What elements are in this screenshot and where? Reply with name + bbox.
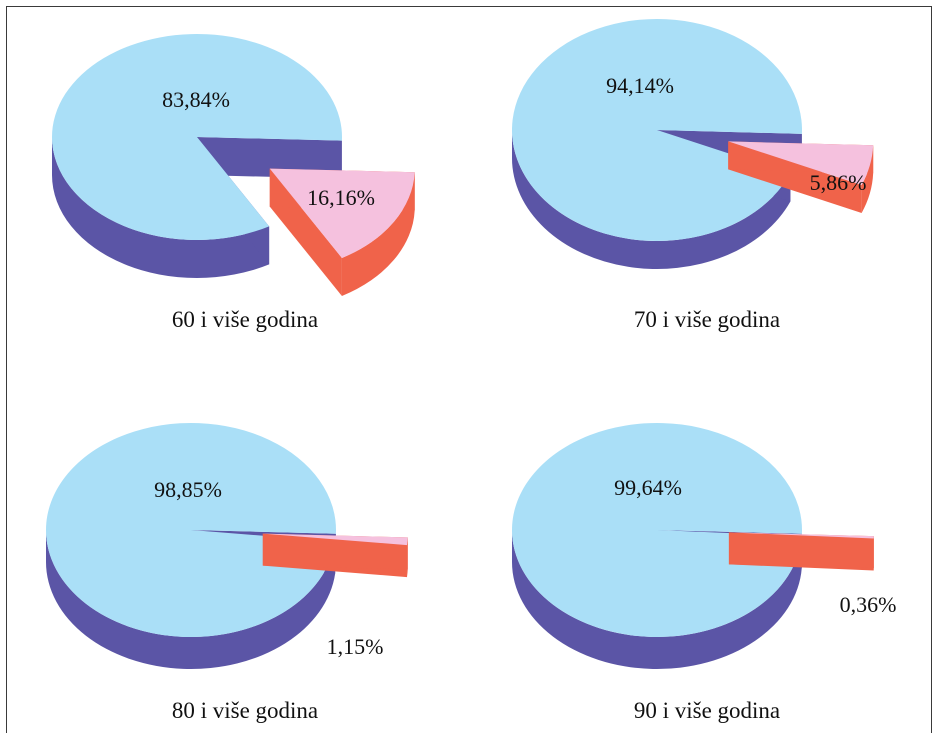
chart-title: 60 i više godina xyxy=(172,307,318,332)
chart-frame xyxy=(6,6,932,733)
pie-slice-main xyxy=(52,34,343,278)
pie-slice-exploded xyxy=(728,532,874,571)
slice-label-small: 16,16% xyxy=(307,185,375,210)
pie-slice-exploded xyxy=(728,141,874,213)
slice-label-main: 83,84% xyxy=(162,87,230,112)
slice-label-small: 1,15% xyxy=(327,634,384,659)
chart-title: 70 i više godina xyxy=(634,307,780,332)
slice-label-main: 98,85% xyxy=(154,477,222,502)
slice-label-main: 99,64% xyxy=(614,475,682,500)
slice-label-small: 5,86% xyxy=(810,170,867,195)
pie-slice-main xyxy=(512,18,803,270)
chart-title: 80 i više godina xyxy=(172,698,318,723)
slice-label-small: 0,36% xyxy=(840,592,897,617)
pie-slice-exploded xyxy=(262,533,408,578)
slice-label-main: 94,14% xyxy=(606,73,674,98)
pie-slice-exploded xyxy=(269,168,415,296)
chart-title: 90 i više godina xyxy=(634,698,780,723)
